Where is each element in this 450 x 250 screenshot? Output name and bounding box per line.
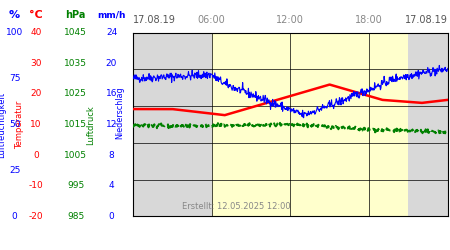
Text: 1025: 1025 [64,89,87,98]
Bar [408,32,448,216]
Text: mm/h: mm/h [97,10,126,20]
Text: 0: 0 [33,150,39,160]
Text: 985: 985 [67,212,84,221]
Bar [133,32,448,216]
Text: -20: -20 [28,212,43,221]
Text: -10: -10 [28,181,43,190]
Text: 1015: 1015 [64,120,87,129]
Text: 18:00: 18:00 [355,15,383,25]
Text: 17.08.19: 17.08.19 [405,15,448,25]
Text: 25: 25 [9,166,20,175]
Text: 1035: 1035 [64,58,87,68]
Text: 20: 20 [106,58,117,68]
Text: 12:00: 12:00 [276,15,304,25]
Text: 0: 0 [108,212,114,221]
Text: %: % [9,10,20,20]
Text: 8: 8 [108,150,114,160]
Text: 24: 24 [106,28,117,37]
Text: Luftdruck: Luftdruck [86,105,95,145]
Text: 16: 16 [106,89,117,98]
Text: 30: 30 [30,58,41,68]
Text: Luftfeuchtigkeit: Luftfeuchtigkeit [0,92,6,158]
Text: °C: °C [29,10,43,20]
Text: 100: 100 [6,28,23,37]
Text: 10: 10 [30,120,41,129]
Text: 12: 12 [106,120,117,129]
Text: 1045: 1045 [64,28,87,37]
Text: 75: 75 [9,74,20,83]
Text: 40: 40 [30,28,41,37]
Text: 50: 50 [9,120,20,129]
Text: Erstellt: 12.05.2025 12:00: Erstellt: 12.05.2025 12:00 [182,202,291,211]
Text: Niederschlag: Niederschlag [115,86,124,139]
Text: hPa: hPa [66,10,86,20]
Text: 20: 20 [30,89,41,98]
Text: 0: 0 [12,212,18,221]
Text: Temperatur: Temperatur [15,101,24,149]
Text: 995: 995 [67,181,84,190]
Text: 1005: 1005 [64,150,87,160]
Text: 4: 4 [109,181,114,190]
Text: 06:00: 06:00 [198,15,225,25]
Bar [133,32,212,216]
Text: 17.08.19: 17.08.19 [133,15,176,25]
